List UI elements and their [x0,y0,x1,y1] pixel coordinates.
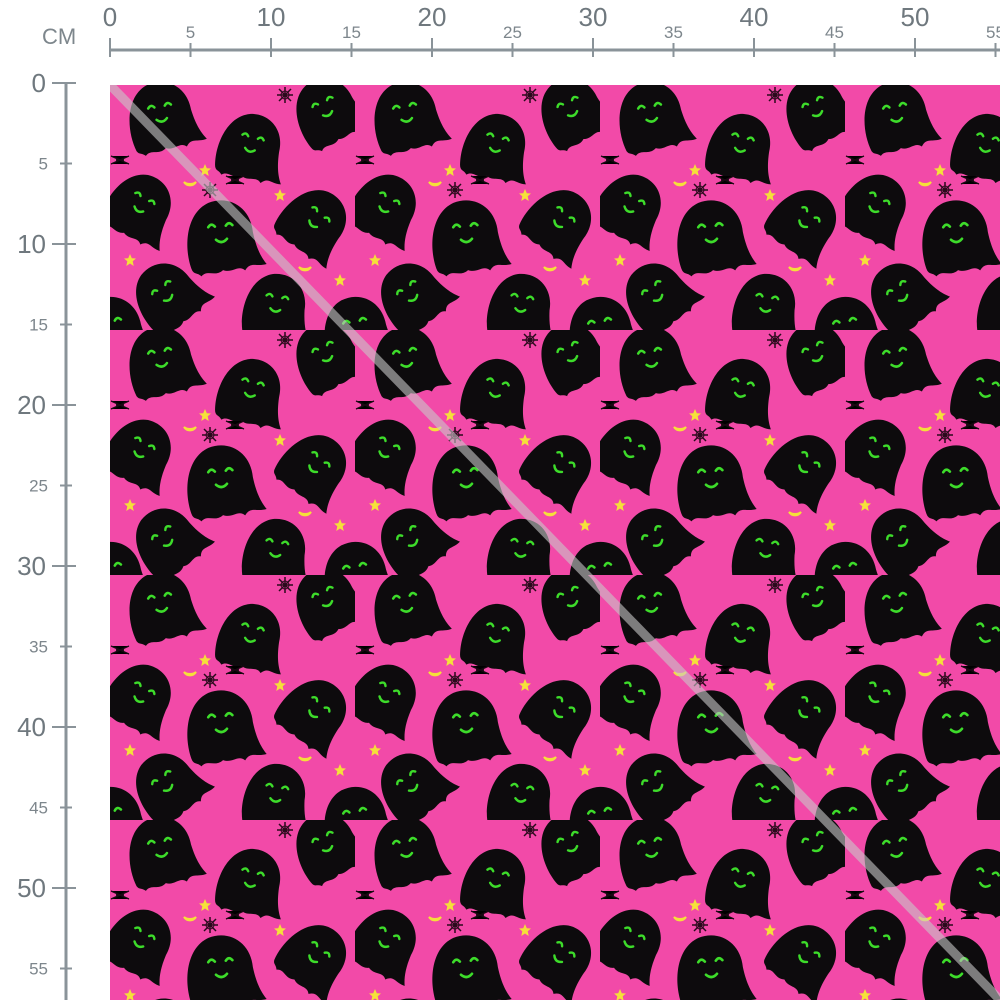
ruler-tick-label: 40 [17,712,46,742]
ruler-tick-label: 15 [29,316,48,335]
ruler-tick-label: 50 [901,2,930,32]
ruler-tick-label: 45 [29,799,48,818]
ruler-tick-label: 5 [186,23,195,42]
diagonal-fold-line [110,85,1000,1000]
ruler-tick-label: 30 [17,551,46,581]
ruler-tick-label: 20 [17,390,46,420]
ruler-tick-label: 55 [986,23,1000,42]
ruler-tick-label: 5 [39,155,48,174]
ruler-tick-label: 55 [29,960,48,979]
ruler-tick-label: 0 [103,2,117,32]
ruler-tick-label: 25 [503,23,522,42]
ruler-tick-label: 40 [740,2,769,32]
ruler-tick-label: 10 [17,229,46,259]
ruler-tick-label: 25 [29,477,48,496]
ruler-tick-label: 30 [579,2,608,32]
ruler-tick-label: 20 [418,2,447,32]
ruler-tick-label: 15 [342,23,361,42]
ruler-tick-label: 10 [257,2,286,32]
ruler-tick-label: 45 [825,23,844,42]
ruler-tick-label: 0 [32,68,46,98]
ruler-tick-label: 35 [29,638,48,657]
ruler-tick-label: 35 [664,23,683,42]
fabric-swatch [110,85,1000,1000]
ruler-tick-label: 50 [17,873,46,903]
unit-label: CM [42,24,77,49]
